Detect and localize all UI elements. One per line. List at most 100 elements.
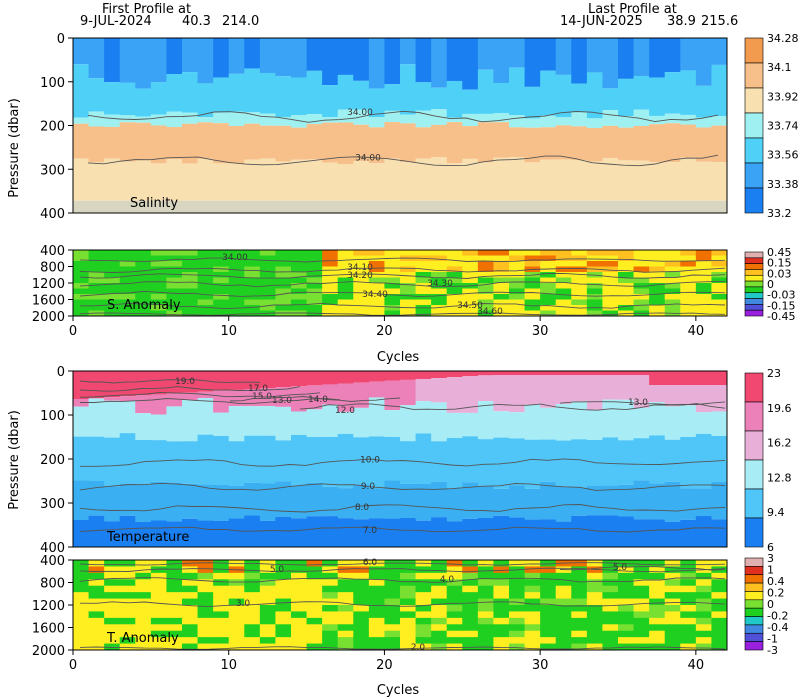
contour-label: 34.30 [427,279,453,289]
sanom-cell [197,305,214,311]
sanom-cell [540,250,557,256]
sanom-cell [586,283,603,289]
salinity-cell [337,74,354,110]
tanom-cell [446,585,463,593]
colorbar-swatch [744,459,764,490]
sanom-cell [446,261,463,267]
x-tick-label: 40 [688,324,705,339]
sanom-cell [493,283,510,289]
sanom-cell [540,266,557,273]
tanom-cell [213,630,230,638]
sanom-cell [244,250,261,256]
temp-cell [680,405,697,437]
tanom-cell [415,617,432,625]
temp-cell [415,401,432,434]
temp-cell [135,484,152,522]
sanom-cell [166,277,183,284]
tanom-cell [182,585,199,593]
contour-line [79,290,726,297]
salinity-cell [166,159,183,201]
sanom-cell [104,294,121,300]
temp-cell [493,488,510,516]
sanom-cell [477,250,494,256]
sanom-cell [633,305,650,311]
sanom-cell [664,266,681,273]
tanom-cell [431,605,448,612]
sanom-cell [711,255,728,262]
salinity-cell [509,157,526,201]
salinity-cell [259,113,276,126]
sanom-cell [244,305,261,311]
sanom-cell [400,277,417,284]
sanom-cell [275,288,292,295]
salinity-cell [649,124,666,163]
tanom-cell [633,617,650,625]
sanom-cell [586,310,603,317]
sanom-cell [150,255,167,262]
sanom-cell [540,272,557,278]
salinity-cell [540,127,557,160]
sanom-cell [446,266,463,273]
sanom-cell [680,305,697,311]
tanom-cell [384,630,401,638]
tanom-cell [446,566,463,574]
tanom-cell [353,585,370,593]
temp-cell [275,406,292,441]
temp-cell [244,371,261,389]
temp-cell [322,516,339,547]
temp-cell [182,441,199,484]
salinity-cell [213,38,230,78]
salinity-cell [384,158,401,201]
tanom-cell [711,560,728,567]
sanom-cell [462,305,479,311]
temp-cell [664,406,681,440]
sanom-cell [664,277,681,284]
tanom-cell [695,630,712,638]
contour-label: 5.0 [270,565,285,575]
sanom-cell [664,283,681,289]
sanom-cell [291,305,308,311]
salinity-cell [618,38,635,79]
sanom-cell [368,288,385,295]
temp-cell [711,435,728,482]
tanom-cell [431,643,448,651]
salinity-cell [384,84,401,111]
tanom-cell [384,624,401,632]
colorbar-swatch [744,137,764,164]
tanom-cell [633,624,650,632]
salinity-cell [540,115,557,128]
tanom-cell [353,605,370,612]
salinity-cell [649,200,666,213]
temp-cell [540,371,557,375]
tanom-cell [602,624,619,632]
sanom-cell [509,288,526,295]
salinity-cell [680,157,697,201]
last-profile-label: Last Profile at [588,2,677,17]
tanom-cell [104,637,121,645]
sanom-cell [182,261,199,267]
tanom-cell [571,579,588,587]
sanom-cell [462,266,479,273]
sanom-cell [353,305,370,311]
sanom-cell [555,288,572,295]
temp-cell [135,371,152,396]
tanom-cell [462,624,479,632]
tanom-cell [586,598,603,606]
salinity-cell [618,116,635,128]
tanom-cell [571,617,588,625]
sanom-cell [135,255,152,262]
tanom-cell [664,630,681,638]
tanom-cell [353,611,370,619]
sanom-cell [150,310,167,317]
sanom-cell [88,305,105,311]
sanom-cell [228,288,245,295]
sanom-cell [368,250,385,256]
sanom-cell [524,299,541,306]
tanom-cell [88,624,105,632]
tanom-cell [571,624,588,632]
tanom-cell [244,572,261,580]
sanom-cell [291,294,308,300]
sanom-cell [337,299,354,306]
tanom-cell [415,605,432,612]
colorbar-swatch [744,112,764,139]
